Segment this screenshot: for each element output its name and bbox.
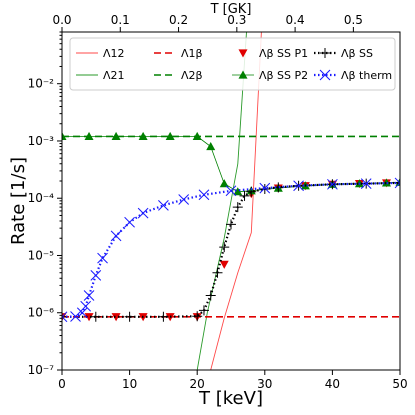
data-point — [137, 207, 149, 219]
data-point — [381, 178, 391, 187]
data-point — [84, 313, 94, 322]
legend-entry-lambdabeta-ss-p1: Λβ SS P1 — [238, 47, 308, 60]
data-point — [192, 131, 202, 141]
legend-marker — [320, 48, 330, 58]
data-point — [76, 307, 88, 319]
series-line-lambda12 — [210, 32, 262, 370]
data-point — [259, 183, 270, 194]
y-tick-label: 10⁻² — [28, 77, 55, 91]
legend-label: Λβ therm — [341, 69, 392, 82]
legend-box — [69, 37, 396, 91]
series-layer — [62, 32, 400, 370]
data-point — [327, 178, 338, 190]
data-point — [206, 142, 216, 151]
data-point — [97, 252, 108, 264]
top-tick-label: 0.1 — [111, 13, 130, 27]
legend-label: Λ21 — [103, 69, 125, 82]
y-tick-label: 10⁻⁷ — [28, 363, 55, 377]
top-tick-label: 0.4 — [286, 13, 305, 27]
data-point — [165, 131, 175, 141]
y-tick-label: 10⁻³ — [28, 134, 55, 148]
data-point — [198, 305, 209, 316]
x-tick-label: 40 — [325, 377, 340, 391]
data-point — [219, 260, 229, 269]
legend-label: Λβ SS P1 — [259, 47, 308, 60]
data-point — [219, 242, 230, 253]
y-axis-label: Rate [1/s] — [8, 157, 29, 245]
legend-label: Λ1β — [181, 47, 203, 60]
data-point — [62, 131, 67, 141]
legend-entry-lambda21: Λ21 — [76, 69, 125, 82]
legend-entry-lambdabeta-ss: Λβ SS — [314, 47, 373, 60]
data-point — [198, 189, 210, 201]
data-point — [360, 178, 372, 189]
legend-entry-lambdabeta-therm: Λβ therm — [314, 69, 392, 82]
legend-entry-lambda12: Λ12 — [76, 47, 125, 60]
legend-entry-lambdabeta-ss-p2: Λβ SS P2 — [232, 69, 308, 82]
data-point — [111, 313, 121, 322]
axes-frame — [57, 27, 401, 375]
data-point — [226, 219, 236, 230]
x-tick-label: 50 — [392, 377, 407, 391]
data-point — [212, 267, 223, 278]
data-point — [84, 131, 94, 141]
data-point — [239, 190, 250, 201]
legend-marker — [238, 70, 248, 79]
legend-entry-lambda2beta: Λ2β — [154, 69, 203, 82]
legend-marker — [319, 69, 331, 81]
series-line-lambda21 — [196, 32, 247, 370]
data-point — [124, 216, 135, 228]
top-tick-label: 0.0 — [52, 13, 71, 27]
top-tick-label: 0.5 — [344, 13, 363, 27]
legend-label: Λ2β — [181, 69, 203, 82]
data-point — [90, 311, 101, 322]
data-point — [192, 311, 203, 322]
legend-marker — [238, 49, 248, 58]
top-axis-label: T [GK] — [210, 2, 252, 17]
data-point — [394, 177, 400, 189]
x-tick-label: 0 — [58, 377, 66, 391]
x-tick-label: 30 — [257, 377, 272, 391]
legend-entry-lambda1beta: Λ1β — [154, 47, 203, 60]
series-lambdabeta-therm — [62, 177, 400, 323]
data-point — [232, 202, 243, 213]
legend: Λ12 Λ1β Λβ SS P1 Λβ SS Λ21 Λ2β Λβ SS P2 Λβ ther… — [69, 37, 396, 91]
data-point — [83, 290, 95, 301]
top-tick-label: 0.2 — [169, 13, 188, 27]
x-tick-label: 10 — [122, 377, 137, 391]
series-lambda12 — [210, 32, 262, 370]
data-point — [158, 200, 169, 211]
y-tick-label: 10⁻⁴ — [28, 191, 55, 205]
data-point — [178, 194, 190, 205]
data-point — [90, 269, 102, 281]
legend-label: Λβ SS P2 — [259, 69, 308, 82]
data-point — [259, 182, 271, 194]
data-point — [70, 311, 81, 322]
data-point — [124, 311, 135, 322]
legend-label: Λβ SS — [341, 47, 373, 60]
y-tick-label: 10⁻⁶ — [28, 306, 55, 320]
data-point — [62, 311, 67, 322]
data-point — [110, 230, 122, 242]
tick-labels: 0 10 20 30 40 50 0.0 0.1 0.2 0.3 0.4 0.5 10⁻⁷ 10⁻⁶ 10⁻… — [28, 13, 408, 391]
data-point — [138, 131, 148, 141]
data-point — [62, 311, 68, 323]
data-point — [225, 185, 237, 197]
data-point — [233, 187, 243, 196]
data-point — [80, 300, 92, 312]
x-tick-label: 20 — [190, 377, 205, 391]
data-point — [205, 290, 216, 301]
series-lambda21 — [196, 32, 247, 370]
legend-label: Λ12 — [103, 47, 125, 60]
data-point — [158, 311, 169, 322]
y-tick-label: 10⁻⁵ — [28, 248, 55, 262]
top-tick-label: 0.3 — [227, 13, 246, 27]
data-point — [111, 131, 121, 141]
data-point — [219, 179, 229, 188]
x-axis-label: T [keV] — [198, 388, 263, 409]
data-point — [395, 177, 400, 188]
data-point — [293, 180, 304, 192]
